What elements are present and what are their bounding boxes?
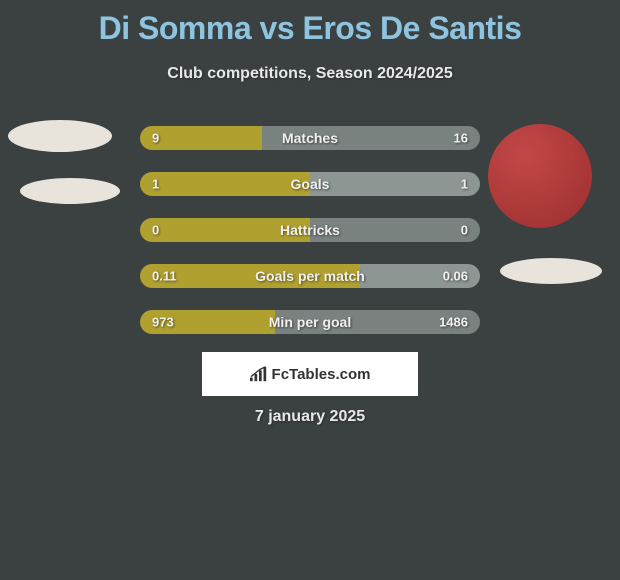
stat-label: Goals	[291, 176, 330, 192]
player-left-avatar-top	[8, 120, 112, 152]
player-right-avatar	[488, 124, 592, 228]
stats-container: 9 Matches 16 1 Goals 1 0 Hattricks 0 0.11 Goals pe…	[140, 126, 480, 356]
stat-label: Min per goal	[269, 314, 351, 330]
stat-row: 9 Matches 16	[140, 126, 480, 150]
stat-row: 0 Hattricks 0	[140, 218, 480, 242]
stat-label: Goals per match	[255, 268, 365, 284]
stat-bar-left	[140, 172, 310, 196]
stat-value-right: 0	[461, 223, 468, 238]
brand-icon	[250, 366, 268, 382]
brand-box: FcTables.com	[202, 352, 418, 396]
player-left-avatar-bottom	[20, 178, 120, 204]
stat-label: Matches	[282, 130, 338, 146]
stat-value-right: 0.06	[443, 269, 468, 284]
stat-row: 973 Min per goal 1486	[140, 310, 480, 334]
subtitle: Club competitions, Season 2024/2025	[0, 65, 620, 83]
stat-value-left: 973	[152, 315, 174, 330]
stat-row: 0.11 Goals per match 0.06	[140, 264, 480, 288]
page-title: Di Somma vs Eros De Santis	[0, 0, 620, 47]
brand-text: FcTables.com	[272, 366, 371, 383]
stat-value-left: 0	[152, 223, 159, 238]
stat-value-right: 1486	[439, 315, 468, 330]
stat-value-right: 1	[461, 177, 468, 192]
date-label: 7 january 2025	[0, 408, 620, 426]
stat-bar-right	[310, 172, 480, 196]
stat-value-left: 0.11	[152, 269, 177, 284]
player-right-avatar-shadow	[500, 258, 602, 284]
stat-value-left: 1	[152, 177, 159, 192]
stat-row: 1 Goals 1	[140, 172, 480, 196]
stat-value-left: 9	[152, 131, 159, 146]
stat-value-right: 16	[454, 131, 468, 146]
stat-label: Hattricks	[280, 222, 340, 238]
